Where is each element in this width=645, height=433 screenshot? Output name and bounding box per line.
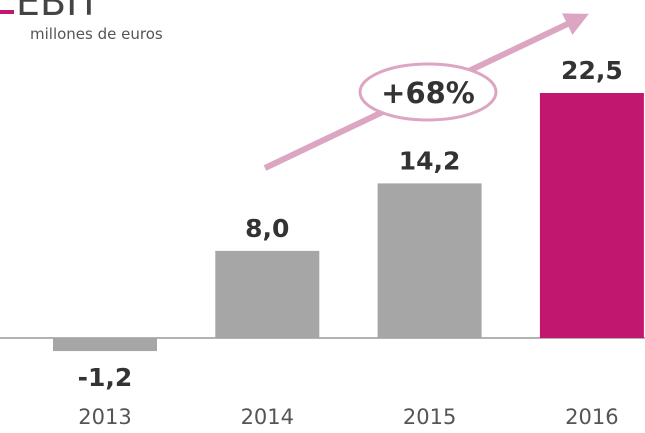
value-label: -1,2 xyxy=(78,363,133,392)
bar xyxy=(539,93,644,338)
bar xyxy=(215,250,320,338)
bar xyxy=(53,338,157,352)
value-label: 14,2 xyxy=(399,146,461,175)
value-label: 22,5 xyxy=(561,56,623,85)
title-dash xyxy=(0,10,14,14)
x-tick-label: 2014 xyxy=(241,405,294,429)
x-tick-label: 2016 xyxy=(565,405,618,429)
x-tick-label: 2015 xyxy=(403,405,456,429)
chart-subtitle: millones de euros xyxy=(30,25,163,43)
x-tick-label: 2013 xyxy=(78,405,131,429)
chart-title: EBIT xyxy=(16,0,101,24)
annotation: +68% xyxy=(381,76,475,110)
annotation-ellipse xyxy=(358,62,498,122)
value-label: 8,0 xyxy=(245,214,289,243)
bar xyxy=(377,183,482,338)
